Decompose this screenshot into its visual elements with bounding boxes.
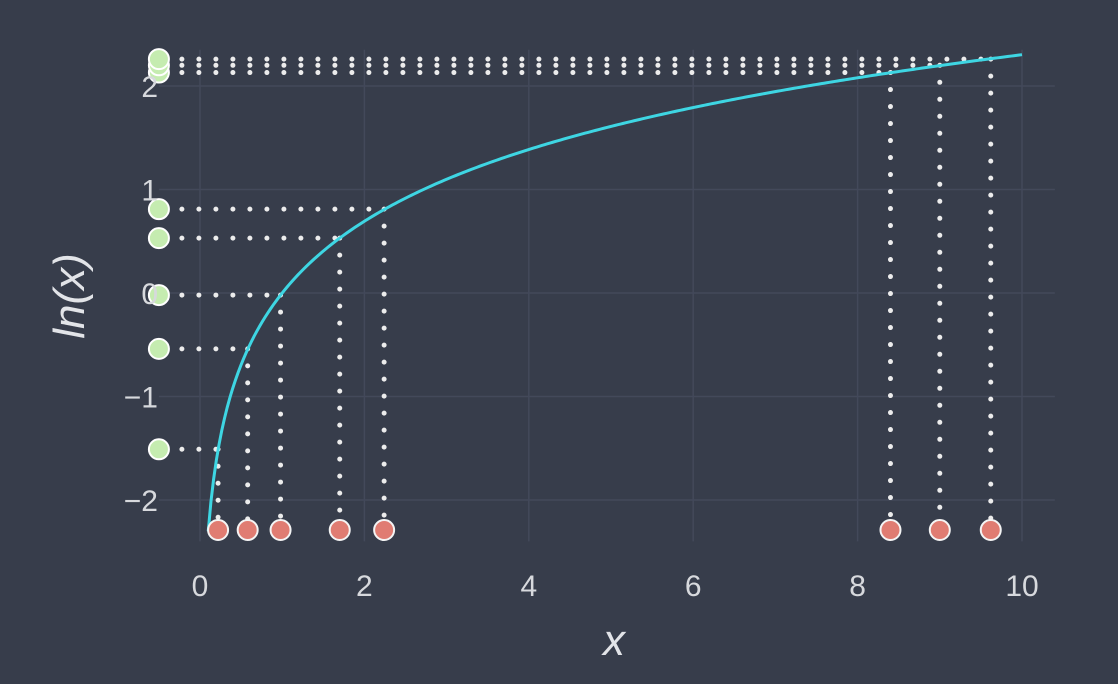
- guide-lines: [162, 56, 994, 527]
- x-marker: [236, 519, 259, 541]
- x-marker: [879, 519, 902, 541]
- x-marker: [373, 519, 396, 541]
- y-marker: [147, 48, 170, 71]
- y-marker: [147, 337, 170, 360]
- ln-curve: [206, 53, 1023, 532]
- x-tick-label: 6: [685, 570, 702, 603]
- x-tick-label: 10: [1005, 570, 1038, 603]
- y-marker: [147, 284, 170, 307]
- x-tick-label: 8: [849, 570, 866, 603]
- tick-labels: 0 2 4 6 8 10 −2 −1 0 1 2: [124, 71, 1039, 603]
- y-tick-label: 2: [141, 71, 158, 104]
- x-marker: [328, 519, 351, 541]
- x-marker: [207, 519, 230, 541]
- y-tick-label: −2: [124, 485, 158, 518]
- markers: [147, 48, 1002, 541]
- x-marker: [928, 519, 951, 541]
- y-marker: [147, 438, 170, 461]
- y-axis-label: ln(x): [45, 253, 94, 339]
- y-tick-label: 1: [141, 175, 158, 208]
- x-tick-label: 4: [520, 570, 537, 603]
- grid: [158, 49, 1055, 542]
- y-marker: [147, 198, 170, 221]
- x-marker: [269, 519, 292, 541]
- y-tick-label: −1: [124, 382, 158, 415]
- y-tick-label: 0: [141, 278, 158, 311]
- x-marker: [979, 519, 1002, 541]
- x-axis-label: x: [601, 616, 627, 665]
- x-tick-label: 2: [356, 570, 373, 603]
- y-marker: [147, 227, 170, 250]
- x-tick-label: 0: [192, 570, 209, 603]
